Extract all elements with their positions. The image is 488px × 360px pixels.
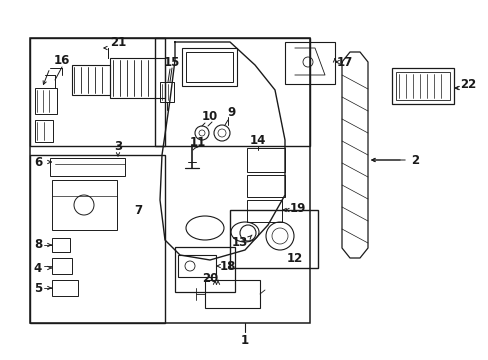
Text: 15: 15 bbox=[163, 55, 180, 68]
Bar bbox=[178, 255, 216, 277]
Bar bbox=[50, 158, 125, 176]
Text: 16: 16 bbox=[54, 54, 70, 67]
Text: 13: 13 bbox=[231, 237, 247, 249]
Bar bbox=[110, 58, 164, 98]
Text: 18: 18 bbox=[220, 260, 236, 273]
Text: 21: 21 bbox=[110, 36, 126, 49]
Bar bbox=[35, 120, 53, 142]
Bar bbox=[30, 38, 309, 323]
Bar bbox=[52, 238, 70, 252]
Text: 4: 4 bbox=[34, 261, 42, 274]
Bar bbox=[229, 210, 317, 268]
Text: 9: 9 bbox=[227, 105, 236, 118]
Text: 5: 5 bbox=[34, 282, 42, 294]
Bar bbox=[285, 42, 334, 84]
Bar bbox=[175, 247, 235, 292]
Text: 6: 6 bbox=[34, 156, 42, 168]
Bar bbox=[155, 38, 309, 146]
Bar bbox=[160, 82, 174, 102]
Bar bbox=[185, 52, 232, 82]
Text: 2: 2 bbox=[410, 153, 418, 166]
Text: 19: 19 bbox=[289, 202, 305, 215]
Bar bbox=[246, 148, 285, 172]
Text: 1: 1 bbox=[241, 333, 248, 346]
Bar bbox=[246, 175, 285, 197]
Text: 10: 10 bbox=[202, 109, 218, 122]
Text: 22: 22 bbox=[459, 78, 475, 91]
Text: 12: 12 bbox=[286, 252, 303, 265]
Text: 20: 20 bbox=[202, 271, 218, 284]
Text: 11: 11 bbox=[189, 135, 206, 148]
Bar bbox=[52, 280, 78, 296]
Bar bbox=[52, 180, 117, 230]
Bar bbox=[204, 280, 260, 308]
Bar bbox=[30, 155, 164, 323]
Bar bbox=[35, 88, 57, 114]
Text: 17: 17 bbox=[336, 55, 352, 68]
Text: 3: 3 bbox=[114, 140, 122, 153]
Bar bbox=[391, 68, 453, 104]
Bar bbox=[52, 258, 72, 274]
Text: 7: 7 bbox=[134, 203, 142, 216]
Bar bbox=[246, 200, 282, 222]
Bar bbox=[182, 48, 237, 86]
Bar bbox=[395, 72, 449, 100]
Text: 8: 8 bbox=[34, 238, 42, 252]
Text: 14: 14 bbox=[249, 134, 265, 147]
Bar bbox=[30, 38, 164, 146]
Bar bbox=[72, 65, 110, 95]
